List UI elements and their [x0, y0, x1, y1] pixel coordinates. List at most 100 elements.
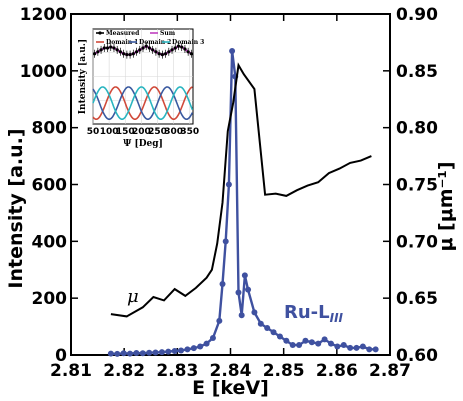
inset-measured-point — [170, 48, 174, 52]
intensity-point — [289, 342, 296, 349]
intensity-point — [203, 340, 210, 347]
y-right-tick-label: 0.60 — [396, 346, 438, 366]
y-right-tick-label: 0.65 — [396, 289, 438, 309]
inset-x-tick-label: 350 — [180, 127, 199, 137]
intensity-point — [152, 349, 159, 356]
intensity-point — [257, 320, 264, 327]
y-left-tick-label: 0 — [55, 346, 67, 366]
intensity-point — [238, 312, 245, 319]
y-right-tick-label: 0.70 — [396, 232, 438, 252]
y-left-tick-label: 800 — [32, 119, 68, 139]
inset-measured-point — [160, 53, 164, 57]
inset-measured-point — [157, 52, 161, 56]
y-right-tick-label: 0.85 — [396, 62, 438, 82]
x-tick-label: 2.81 — [50, 361, 92, 381]
intensity-point — [241, 272, 248, 279]
x-tick-label: 2.83 — [156, 361, 198, 381]
intensity-point — [107, 350, 114, 357]
intensity-point — [321, 336, 328, 343]
inset-measured-point — [154, 50, 158, 54]
inset-x-tick-label: 250 — [148, 127, 167, 137]
intensity-point — [270, 329, 277, 336]
y-left-tick-label: 1000 — [20, 62, 67, 82]
intensity-point — [302, 337, 309, 344]
inset-measured-point — [118, 50, 123, 54]
intensity-point — [296, 342, 303, 349]
intensity-point — [347, 344, 354, 351]
inset-legend-label: Sum — [160, 30, 176, 37]
intensity-point — [251, 309, 258, 316]
inset-legend-marker — [98, 31, 102, 35]
inset-domain-2-line — [92, 86, 194, 120]
inset-x-tick-label: 50 — [87, 127, 100, 137]
inset-measured-point — [176, 44, 181, 48]
inset-measured-point — [96, 50, 100, 54]
x-tick-label: 2.82 — [103, 361, 145, 381]
inset-measured-point — [189, 52, 193, 56]
y-left-tick-label: 400 — [32, 232, 68, 252]
intensity-point — [276, 333, 283, 340]
intensity-point — [197, 343, 204, 350]
inset-x-tick-label: 100 — [100, 127, 119, 137]
y-left-tick-label: 1200 — [20, 5, 67, 25]
intensity-point — [139, 350, 146, 357]
intensity-point — [327, 340, 334, 347]
inset-measured-point — [147, 46, 152, 50]
intensity-point — [171, 348, 178, 355]
x-tick-label: 2.85 — [263, 361, 305, 381]
y-left-tick-label: 200 — [32, 289, 68, 309]
inset-x-axis-label: Ψ [Deg] — [123, 139, 163, 149]
inset-measured-point — [125, 53, 129, 57]
intensity-point — [245, 286, 252, 293]
inset-measured-point — [144, 44, 148, 48]
y-right-tick-label: 0.90 — [396, 5, 438, 25]
intensity-point — [235, 289, 242, 296]
intensity-point — [158, 349, 165, 356]
x-tick-label: 2.86 — [316, 361, 358, 381]
mu-line — [110, 62, 372, 318]
inset-measured-point — [183, 47, 187, 51]
inset-y-axis-label: Intensity [a.u.] — [78, 39, 88, 114]
intensity-point — [334, 343, 341, 350]
ru-l3-subscript: III — [330, 311, 344, 325]
y-right-tick-label: 0.80 — [396, 119, 438, 139]
inset-measured-point — [163, 52, 168, 56]
inset-measured-point — [134, 50, 139, 54]
mu-annotation: μ — [127, 286, 139, 307]
inset-measured-point — [115, 48, 119, 52]
intensity-point — [178, 347, 185, 354]
ru-l3-annotation: Ru-LIII — [284, 302, 344, 325]
inset-measured-point — [141, 46, 145, 50]
main-plot: 2.81 2.82 2.83 2.84 2.85 2.86 2.87 0 200 400 600 80… — [5, 5, 457, 399]
inset-measured-point — [128, 53, 132, 57]
inset-measured-point — [99, 48, 103, 52]
inset-legend-label: Domain 3 — [172, 39, 204, 46]
y-right-tick-label: 0.75 — [396, 176, 438, 196]
intensity-point — [127, 350, 134, 357]
inset-domain-3-line — [92, 86, 194, 120]
x-tick-label: 2.87 — [369, 361, 411, 381]
intensity-point — [120, 350, 127, 357]
intensity-point — [225, 181, 232, 188]
inset-measured-point — [151, 48, 155, 52]
intensity-point — [184, 346, 191, 353]
inset-measured-point — [167, 50, 171, 54]
intensity-point — [133, 350, 140, 357]
intensity-point — [114, 350, 121, 357]
intensity-point — [264, 325, 271, 332]
inset-legend-label: Measured — [106, 30, 140, 37]
intensity-point — [190, 345, 197, 352]
y-right-axis-label: μ [μm⁻¹] — [435, 161, 457, 251]
intensity-point — [146, 349, 153, 356]
intensity-point — [366, 346, 373, 353]
intensity-point — [340, 342, 347, 349]
inset-measured-point — [180, 45, 184, 49]
intensity-point — [283, 337, 290, 344]
inset-measured-point — [131, 52, 135, 56]
y-left-tick-label: 600 — [32, 176, 68, 196]
intensity-point — [165, 348, 172, 355]
intensity-point — [216, 317, 223, 324]
inset-x-tick-label: 150 — [116, 127, 135, 137]
